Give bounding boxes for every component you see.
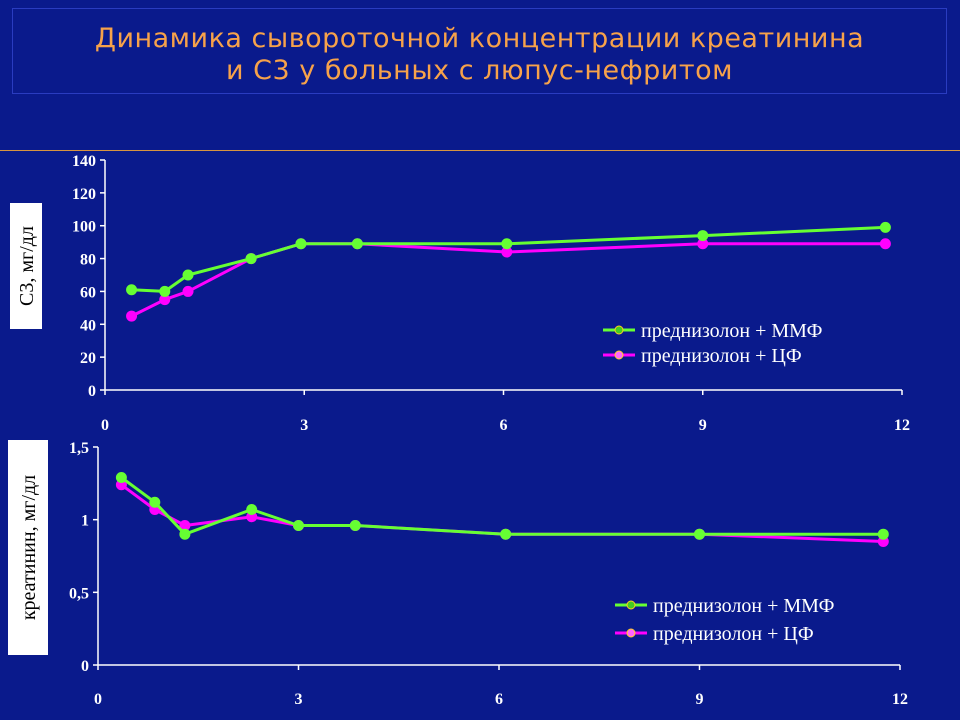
y-axis-label-box (8, 440, 48, 655)
y-tick-label: 100 (72, 219, 96, 236)
y-tick-label: 1 (81, 513, 89, 530)
data-point-mmf (159, 285, 171, 297)
x-tick-label: 12 (892, 691, 908, 708)
data-point-mmf (500, 528, 512, 540)
legend-label-cf: преднизолон + ЦФ (641, 345, 802, 367)
legend-marker-mmf (626, 600, 636, 610)
data-point-mmf (351, 238, 363, 250)
x-tick-label: 0 (94, 691, 102, 708)
series-line-mmf (120, 476, 884, 536)
y-tick-label: 20 (80, 350, 96, 367)
y-tick-label: 40 (80, 317, 96, 334)
x-tick-label: 3 (300, 417, 308, 434)
y-axis-label-box (10, 203, 42, 329)
data-point-mmf (697, 230, 709, 242)
legend-label-mmf: преднизолон + ММФ (641, 320, 822, 342)
y-tick-label: 120 (72, 186, 96, 203)
x-tick-label: 3 (295, 691, 303, 708)
x-tick-label: 9 (699, 417, 707, 434)
data-point-mmf (182, 269, 194, 281)
legend-marker-mmf (614, 325, 624, 335)
y-tick-label: 0,5 (69, 585, 89, 602)
title-box: Динамика сывороточной концентрации креат… (12, 8, 947, 94)
data-point-mmf (877, 528, 889, 540)
chart-creatinine: 0 0,5 1 1,5 0 3 6 9 12 креатинин, мг/дл преднизоло… (8, 440, 908, 708)
data-point-mmf (349, 519, 361, 531)
y-tick-label: 80 (80, 252, 96, 269)
data-point-cf (182, 285, 194, 297)
data-point-mmf (295, 238, 307, 250)
y-tick-label: 0 (81, 658, 89, 675)
title-divider (0, 150, 960, 151)
page-title-line-1: Динамика сывороточной концентрации креат… (94, 23, 865, 54)
page-title-line-2: и С3 у больных с люпус-нефритом (226, 55, 733, 86)
data-point-mmf (694, 528, 705, 540)
legend-label-mmf: преднизолон + ММФ (653, 595, 834, 617)
data-point-mmf (115, 472, 127, 484)
data-point-mmf (293, 519, 304, 531)
data-point-mmf (126, 284, 138, 296)
y-tick-label: 60 (80, 284, 96, 301)
x-tick-label: 12 (894, 417, 910, 434)
y-tick-label: 1,5 (69, 440, 89, 457)
legend-label-cf: преднизолон + ЦФ (653, 623, 814, 645)
data-point-mmf (246, 503, 258, 515)
data-point-mmf (245, 253, 257, 265)
legend-marker-cf (614, 350, 624, 360)
data-point-mmf (501, 238, 513, 250)
x-tick-label: 0 (101, 417, 109, 434)
x-tick-label: 6 (500, 417, 508, 434)
y-tick-label: 0 (88, 383, 96, 400)
series-line-mmf (131, 225, 886, 293)
y-tick-label: 140 (72, 153, 96, 170)
data-point-mmf (879, 221, 891, 233)
chart-c3: 0 20 40 60 80 100 120 140 0 3 6 9 12 С3, мг/дл предниз… (10, 153, 910, 434)
data-point-mmf (149, 496, 161, 508)
data-point-cf (126, 310, 138, 322)
data-point-mmf (179, 528, 191, 540)
y-axis-label: С3, мг/дл (16, 226, 38, 306)
x-tick-label: 9 (696, 691, 704, 708)
legend-marker-cf (626, 628, 636, 638)
data-point-cf (879, 238, 891, 250)
y-axis-label: креатинин, мг/дл (18, 475, 40, 620)
x-tick-label: 6 (495, 691, 503, 708)
